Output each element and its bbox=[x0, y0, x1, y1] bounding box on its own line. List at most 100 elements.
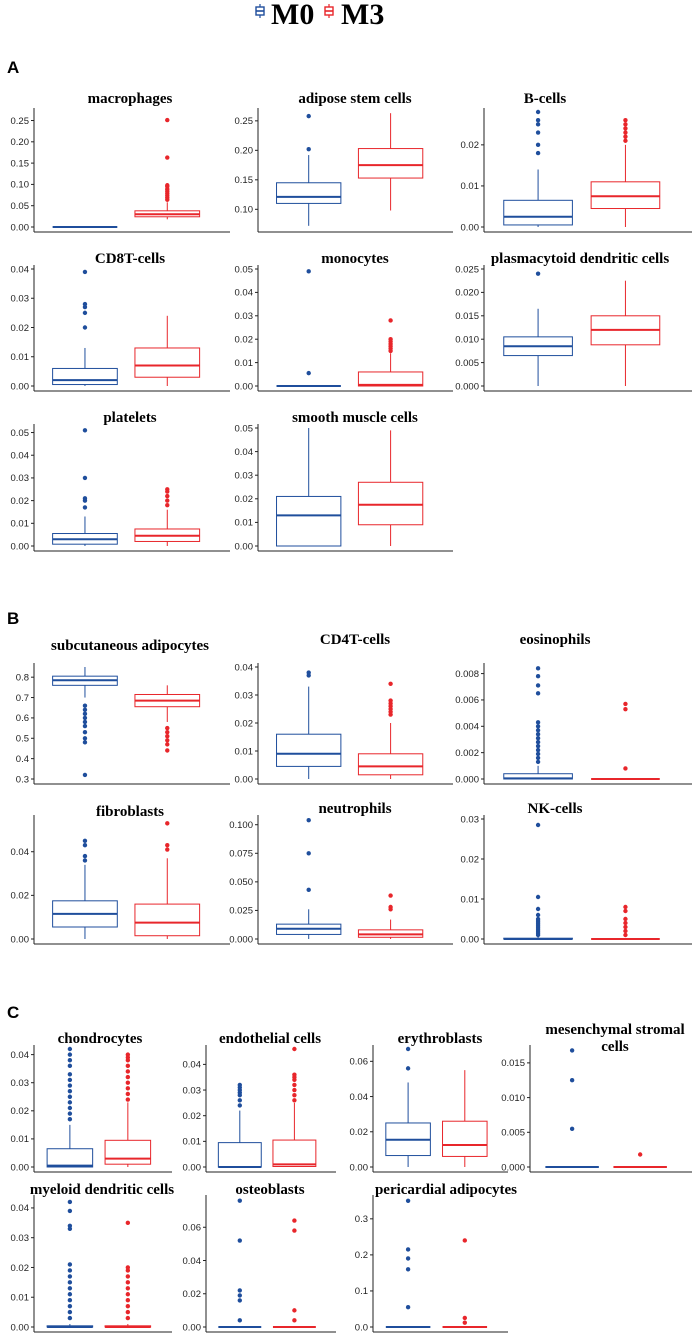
box-iqr bbox=[357, 481, 424, 526]
outlier-point bbox=[462, 1320, 467, 1325]
outlier-point bbox=[125, 1052, 131, 1057]
y-tick-label: 0.04 bbox=[183, 1256, 202, 1267]
outlier-point bbox=[67, 1315, 73, 1321]
y-tick-label: 0.03 bbox=[11, 294, 30, 305]
y-tick-label: 0.004 bbox=[455, 722, 479, 733]
subplot-title: endothelial cells bbox=[219, 1031, 321, 1047]
box-m3 bbox=[613, 1152, 667, 1168]
outlier-point bbox=[306, 670, 311, 675]
subplot-osteoblasts: osteoblasts 0.00 0.02 0.04 0.06 bbox=[183, 1182, 336, 1333]
y-tick-label: 0.00 bbox=[11, 934, 30, 945]
outlier-point bbox=[82, 310, 88, 316]
y-tick-label: 0.00 bbox=[11, 1322, 30, 1333]
box-m3 bbox=[272, 1046, 317, 1167]
outlier-point bbox=[125, 1315, 131, 1321]
y-tick-label: 0.02 bbox=[11, 891, 30, 902]
y-tick-label: 0.20 bbox=[235, 146, 254, 157]
box-m3 bbox=[134, 117, 201, 220]
outlier-point bbox=[623, 118, 628, 123]
y-tick-label: 0.10 bbox=[235, 205, 254, 216]
y-tick-label: 0.04 bbox=[350, 1092, 369, 1103]
y-tick-label: 0.006 bbox=[455, 695, 479, 706]
outlier-point bbox=[237, 1098, 242, 1103]
y-tick-label: 0.01 bbox=[11, 1293, 30, 1304]
outlier-point bbox=[125, 1274, 131, 1279]
y-tick-label: 0.03 bbox=[235, 471, 254, 482]
outlier-point bbox=[405, 1066, 411, 1071]
y-tick-label: 0.02 bbox=[235, 335, 254, 346]
y-tick-label: 0.04 bbox=[235, 447, 254, 458]
y-tick-label: 0.00 bbox=[183, 1322, 202, 1333]
outlier-point bbox=[623, 706, 628, 712]
y-tick-label: 0.01 bbox=[461, 894, 480, 905]
subplot-cd8t-cells: CD8T-cells 0.00 0.01 0.02 0.03 0.04 bbox=[11, 251, 230, 392]
y-tick-label: 0.1 bbox=[355, 1286, 368, 1297]
subplot-title: CD8T-cells bbox=[95, 251, 165, 267]
y-tick-label: 0.05 bbox=[11, 201, 30, 212]
subplot-title: erythroblasts bbox=[398, 1031, 483, 1047]
outlier-point bbox=[67, 1303, 73, 1309]
box-m3 bbox=[357, 430, 424, 546]
box-iqr bbox=[357, 753, 424, 776]
outlier-point bbox=[82, 719, 88, 725]
outlier-point bbox=[125, 1074, 131, 1080]
y-tick-label: 0.00 bbox=[235, 541, 254, 552]
subplot-title: mesenchymal stromal bbox=[545, 1022, 684, 1038]
outlier-point bbox=[535, 759, 541, 765]
outlier-point bbox=[388, 893, 393, 898]
outlier-point bbox=[82, 301, 88, 307]
outlier-point bbox=[306, 817, 311, 823]
y-tick-label: 0.20 bbox=[11, 137, 30, 148]
y-tick-label: 0.025 bbox=[455, 264, 479, 275]
outlier-point bbox=[125, 1091, 131, 1097]
outlier-point bbox=[292, 1072, 297, 1077]
outlier-point bbox=[165, 725, 170, 731]
y-tick-label: 0.03 bbox=[235, 311, 254, 322]
box-iqr bbox=[357, 148, 424, 179]
y-tick-label: 0.01 bbox=[235, 746, 254, 757]
subplot-title: monocytes bbox=[321, 251, 389, 267]
outlier-point bbox=[535, 674, 541, 679]
box-m0 bbox=[276, 269, 341, 387]
box-iqr bbox=[134, 347, 201, 378]
outlier-point bbox=[535, 906, 541, 912]
outlier-point bbox=[67, 1298, 73, 1303]
outlier-point bbox=[623, 920, 628, 926]
outlier-point bbox=[67, 1058, 73, 1063]
subplot-smooth-muscle-cells: smooth muscle cells 0.00 0.01 0.02 0.03 0.04 0… bbox=[235, 410, 453, 552]
box-iqr bbox=[276, 733, 342, 767]
outlier-point bbox=[535, 894, 541, 900]
outlier-point bbox=[237, 1238, 242, 1243]
box-m3 bbox=[357, 113, 424, 211]
y-tick-label: 0.025 bbox=[229, 906, 253, 917]
outlier-point bbox=[67, 1292, 73, 1297]
box-m3 bbox=[442, 1238, 488, 1328]
subplot-macrophages: macrophages 0.00 0.05 0.10 0.15 0.20 0.25 bbox=[11, 91, 230, 233]
y-tick-label: 0.010 bbox=[501, 1093, 525, 1104]
outlier-point bbox=[306, 887, 311, 893]
outlier-point bbox=[535, 271, 541, 276]
y-tick-label: 0.020 bbox=[455, 288, 479, 299]
outlier-point bbox=[82, 269, 88, 275]
outlier-point bbox=[165, 821, 170, 826]
outlier-point bbox=[125, 1292, 131, 1297]
outlier-point bbox=[125, 1080, 131, 1085]
outlier-point bbox=[535, 755, 541, 761]
outlier-point bbox=[292, 1308, 297, 1313]
outlier-point bbox=[535, 691, 541, 696]
outlier-point bbox=[535, 747, 541, 753]
y-tick-label: 0.100 bbox=[229, 820, 253, 831]
box-iqr bbox=[217, 1142, 262, 1168]
outlier-point bbox=[67, 1111, 73, 1116]
outlier-point bbox=[165, 502, 170, 508]
box-m0 bbox=[545, 1048, 599, 1168]
y-tick-label: 0.005 bbox=[501, 1128, 525, 1139]
outlier-point bbox=[535, 739, 541, 745]
y-tick-label: 0.04 bbox=[11, 847, 30, 858]
y-tick-label: 0.4 bbox=[16, 754, 29, 765]
outlier-point bbox=[67, 1199, 73, 1205]
subplot-nk-cells: NK-cells 0.00 0.01 0.02 0.03 bbox=[461, 801, 692, 945]
y-tick-label: 0.00 bbox=[11, 222, 30, 233]
outlier-point bbox=[623, 904, 628, 910]
box-iqr bbox=[52, 367, 118, 386]
